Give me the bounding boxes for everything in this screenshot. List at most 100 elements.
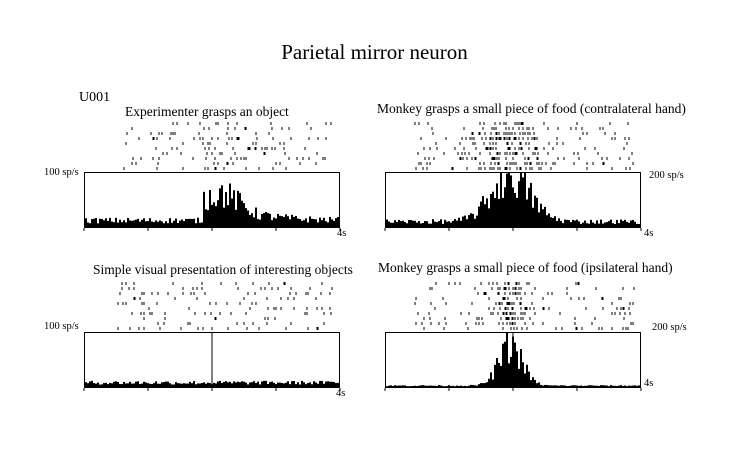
- histogram-bar: [500, 173, 502, 227]
- histogram-bar: [253, 381, 255, 387]
- spike-histogram: [384, 172, 642, 231]
- histogram-bar: [390, 222, 392, 227]
- histogram-bar: [139, 384, 141, 387]
- histogram-bar: [566, 386, 568, 387]
- histogram-bar: [594, 385, 596, 387]
- histogram-bar: [207, 382, 209, 387]
- unit-label: U001: [79, 90, 111, 105]
- histogram-bar: [446, 386, 448, 387]
- histogram-bar: [129, 381, 131, 387]
- histogram-bar: [279, 382, 281, 387]
- histogram-bar: [560, 220, 562, 227]
- histogram-bar: [165, 221, 167, 227]
- histogram-bar: [331, 381, 333, 387]
- histogram-bar: [155, 220, 157, 227]
- histogram-bar: [223, 382, 225, 387]
- histogram-bar: [205, 209, 207, 227]
- histogram-bar: [592, 385, 594, 387]
- histogram-bar: [155, 381, 157, 387]
- histogram-bar: [323, 383, 325, 387]
- histogram-bar: [149, 218, 151, 227]
- histogram-bar: [99, 384, 101, 387]
- histogram-bar: [522, 362, 524, 387]
- histogram-bar: [123, 381, 125, 387]
- panel-title: Experimenter grasps an object: [125, 104, 289, 119]
- histogram-bar: [450, 222, 452, 227]
- histogram-bar: [159, 383, 161, 387]
- histogram-bar: [590, 219, 592, 227]
- histogram-bar: [191, 219, 193, 227]
- histogram-bar: [638, 385, 640, 387]
- histogram-bar: [628, 222, 630, 227]
- histogram-bar: [221, 185, 223, 227]
- histogram-bar: [502, 343, 504, 387]
- histogram-bar: [444, 219, 446, 227]
- histogram-bar: [496, 183, 498, 227]
- histogram-bar: [468, 215, 470, 227]
- histogram-bar: [482, 383, 484, 387]
- histogram-bar: [602, 385, 604, 387]
- histogram-bar: [245, 382, 247, 387]
- histogram-bar: [586, 385, 588, 387]
- histogram-bar: [247, 384, 249, 387]
- histogram-bar: [141, 383, 143, 387]
- histogram-bar: [598, 223, 600, 227]
- histogram-bar: [494, 197, 496, 227]
- histogram-bar: [233, 381, 235, 387]
- histogram-bar: [388, 221, 390, 227]
- histogram-bar: [201, 383, 203, 387]
- histogram-bar: [271, 381, 273, 387]
- histogram-bar: [552, 385, 554, 387]
- histogram-bar: [494, 364, 496, 387]
- histogram-bar: [251, 382, 253, 387]
- histogram-bar: [462, 216, 464, 227]
- histogram-bar: [205, 383, 207, 387]
- histogram-bar: [420, 385, 422, 387]
- histogram-bar: [554, 385, 556, 387]
- histogram-bar: [402, 385, 404, 387]
- histogram-bar: [540, 384, 542, 387]
- histogram-bar: [620, 385, 622, 387]
- histogram-bar: [452, 385, 454, 387]
- histogram-bar: [145, 221, 147, 227]
- histogram-bar: [119, 219, 121, 227]
- histogram-bar: [177, 383, 179, 387]
- histogram-bar: [424, 385, 426, 387]
- histogram-bar: [107, 384, 109, 387]
- histogram-bar: [604, 385, 606, 387]
- histogram-bar: [203, 382, 205, 387]
- histogram-bar: [161, 221, 163, 227]
- histogram-bar: [448, 385, 450, 387]
- histogram-bar: [518, 181, 520, 227]
- histogram-bar: [456, 385, 458, 387]
- histogram-bar: [622, 386, 624, 387]
- histogram-bar: [596, 220, 598, 227]
- histogram-bar: [634, 385, 636, 387]
- histogram-bar: [115, 381, 117, 387]
- histogram-bar: [504, 341, 506, 387]
- histogram-bar: [313, 219, 315, 227]
- histogram-bar: [572, 219, 574, 227]
- histogram-bar: [440, 385, 442, 387]
- histogram-bar: [520, 348, 522, 387]
- histogram-bar: [257, 381, 259, 387]
- histogram-bar: [197, 217, 199, 227]
- histogram-bar: [464, 385, 466, 387]
- histogram-bar: [568, 220, 570, 227]
- histogram-bar: [442, 386, 444, 387]
- histogram-bar: [638, 224, 640, 227]
- histogram-bar: [157, 383, 159, 387]
- histogram-bar: [209, 189, 211, 227]
- histogram-bar: [277, 382, 279, 387]
- histogram-bar: [237, 381, 239, 387]
- time-end-label: 4s: [644, 228, 654, 239]
- histogram-bar: [458, 385, 460, 387]
- histogram-bar: [289, 384, 291, 387]
- histogram-bar: [189, 381, 191, 387]
- histogram-bar: [414, 385, 416, 387]
- histogram-bar: [588, 223, 590, 227]
- histogram-bar: [105, 218, 107, 227]
- histogram-bar: [313, 381, 315, 387]
- histogram-bar: [231, 383, 233, 387]
- histogram-bar: [598, 385, 600, 387]
